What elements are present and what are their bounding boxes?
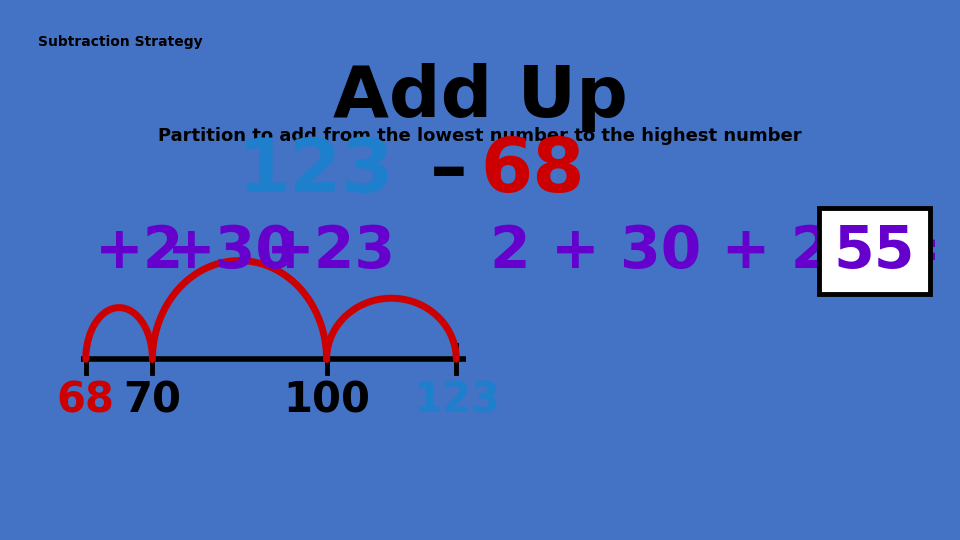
Text: 68: 68 [480,135,585,208]
Text: Partition to add from the lowest number to the highest number: Partition to add from the lowest number … [158,127,802,145]
Text: 123: 123 [238,135,395,208]
Text: +30: +30 [166,222,297,280]
Text: +23: +23 [266,222,396,280]
Text: Subtraction Strategy: Subtraction Strategy [38,35,203,49]
Text: 2 + 30 + 23 =: 2 + 30 + 23 = [490,222,941,280]
Text: +2: +2 [95,222,184,280]
Text: 68: 68 [57,380,115,422]
Text: 55: 55 [833,222,915,280]
Text: –: – [404,135,493,208]
Text: 70: 70 [124,380,181,422]
Text: 123: 123 [413,380,500,422]
Text: Add Up: Add Up [332,63,628,132]
Text: 100: 100 [283,380,370,422]
